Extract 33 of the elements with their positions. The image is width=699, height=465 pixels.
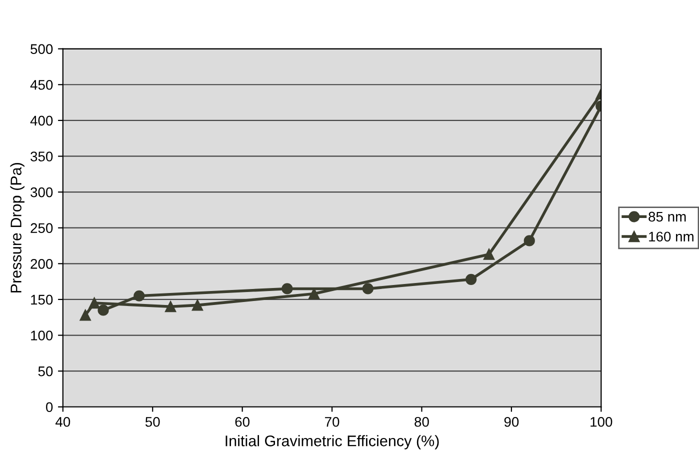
legend-label: 85 nm <box>648 212 686 222</box>
point <box>524 235 535 246</box>
y-tick-label: 350 <box>30 152 53 162</box>
x-tick-label: 100 <box>590 416 612 427</box>
y-tick-label: 100 <box>31 330 53 340</box>
y-tick-label: 500 <box>30 44 53 54</box>
point <box>134 290 145 302</box>
x-tick-label: 40 <box>56 416 70 427</box>
y-tick-label: 50 <box>38 366 53 376</box>
point <box>192 300 204 311</box>
x-tick-label: 60 <box>235 416 250 427</box>
point <box>165 301 176 312</box>
x-tick-label: 90 <box>504 416 519 427</box>
y-tick-label: 250 <box>30 223 53 234</box>
y-tick-label: 200 <box>30 258 53 269</box>
y-tick-label: 0 <box>46 402 53 412</box>
x-tick-label: 80 <box>414 416 429 427</box>
point <box>466 274 477 285</box>
y-axis-title: Pressure Drop (Pa) <box>10 162 24 292</box>
point <box>80 310 91 321</box>
y-tick-label: 150 <box>31 294 53 305</box>
x-tick-label: 70 <box>325 416 340 427</box>
point <box>362 283 374 294</box>
x-axis-title: Initial Gravimetric Efficiency (%) <box>226 435 439 450</box>
legend-label: 160 nm <box>649 232 694 242</box>
point <box>88 297 100 309</box>
x-tick-label: 50 <box>145 416 160 427</box>
y-tick-label: 300 <box>30 187 53 198</box>
point <box>98 304 109 316</box>
y-tick-label: 400 <box>30 116 53 126</box>
point <box>282 283 293 294</box>
point <box>483 248 495 260</box>
y-tick-label: 450 <box>30 80 53 90</box>
